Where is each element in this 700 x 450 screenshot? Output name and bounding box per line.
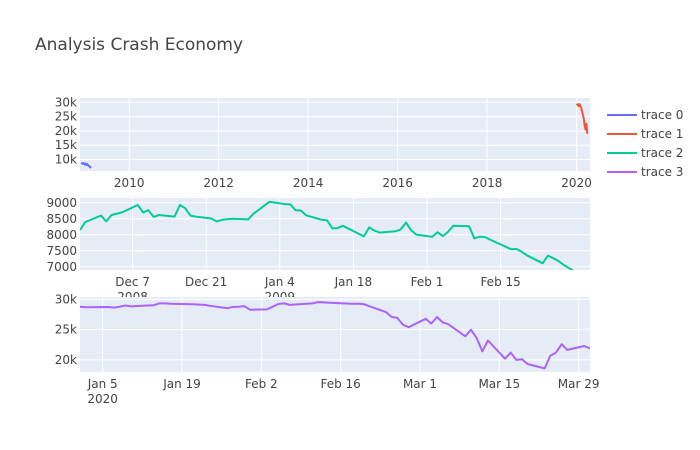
x-tick-label: Mar 15 [478,377,520,391]
plot-area[interactable] [80,297,590,372]
x-tick-label: 2012 [203,176,234,190]
chart-title: Analysis Crash Economy [35,35,243,55]
x-tick-label: Dec 21 [185,275,227,289]
y-tick-label: 9000 [46,196,77,210]
y-tick-label: 8000 [46,228,77,242]
x-tick-label: Jan 18 [334,275,373,289]
legend-label-trace-1: trace 1 [641,127,683,141]
y-tick-label: 20k [55,353,77,367]
legend-label-trace-2: trace 2 [641,146,683,160]
x-tick-label: Feb 16 [320,377,360,391]
series-line-trace-3[interactable] [80,301,590,370]
x-tick-label: Jan 4 [264,275,295,289]
x-tick-label: Mar 1 [403,377,437,391]
series-line-trace-2[interactable] [80,200,590,276]
x-tick-label: Mar 29 [558,377,600,391]
x-tick-label: 2014 [293,176,324,190]
series-line-trace-1[interactable] [575,103,589,134]
plot-area[interactable] [80,98,590,171]
legend-item-trace-1[interactable]: trace 1 [607,127,683,141]
x-tick-label: Jan 19 [162,377,201,391]
y-tick-label: 30k [55,292,77,306]
x-tick-label: Feb 15 [480,275,520,289]
x-tick-label: Dec 7 [115,275,150,289]
x-tick-label: 2016 [382,176,413,190]
legend-item-trace-0[interactable]: trace 0 [607,108,683,122]
x-tick-label: 2018 [472,176,503,190]
y-tick-label: 15k [55,138,77,152]
x-tick-label: 2010 [114,176,145,190]
y-tick-label: 7500 [46,244,77,258]
legend-item-trace-3[interactable]: trace 3 [607,165,683,179]
x-tick-label: Jan 5 [87,377,118,391]
y-tick-label: 7000 [46,260,77,274]
legend-label-trace-0: trace 0 [641,108,683,122]
y-tick-label: 25k [55,110,77,124]
x-tick-label: Feb 2 [245,377,278,391]
plot-area[interactable] [80,198,590,270]
legend-label-trace-3: trace 3 [641,165,683,179]
series-line-trace-0[interactable] [80,161,92,169]
y-tick-label: 20k [55,124,77,138]
y-tick-label: 8500 [46,212,77,226]
y-tick-label: 10k [55,153,77,167]
y-tick-label: 25k [55,323,77,337]
x-tick-label: Feb 1 [411,275,444,289]
y-tick-label: 30k [55,95,77,109]
x-tick-label: 2020 [561,176,592,190]
legend-item-trace-2[interactable]: trace 2 [607,146,683,160]
legend[interactable]: trace 0 trace 1 trace 2 trace 3 [607,108,683,179]
x-tick-sublabel: 2020 [87,392,118,406]
